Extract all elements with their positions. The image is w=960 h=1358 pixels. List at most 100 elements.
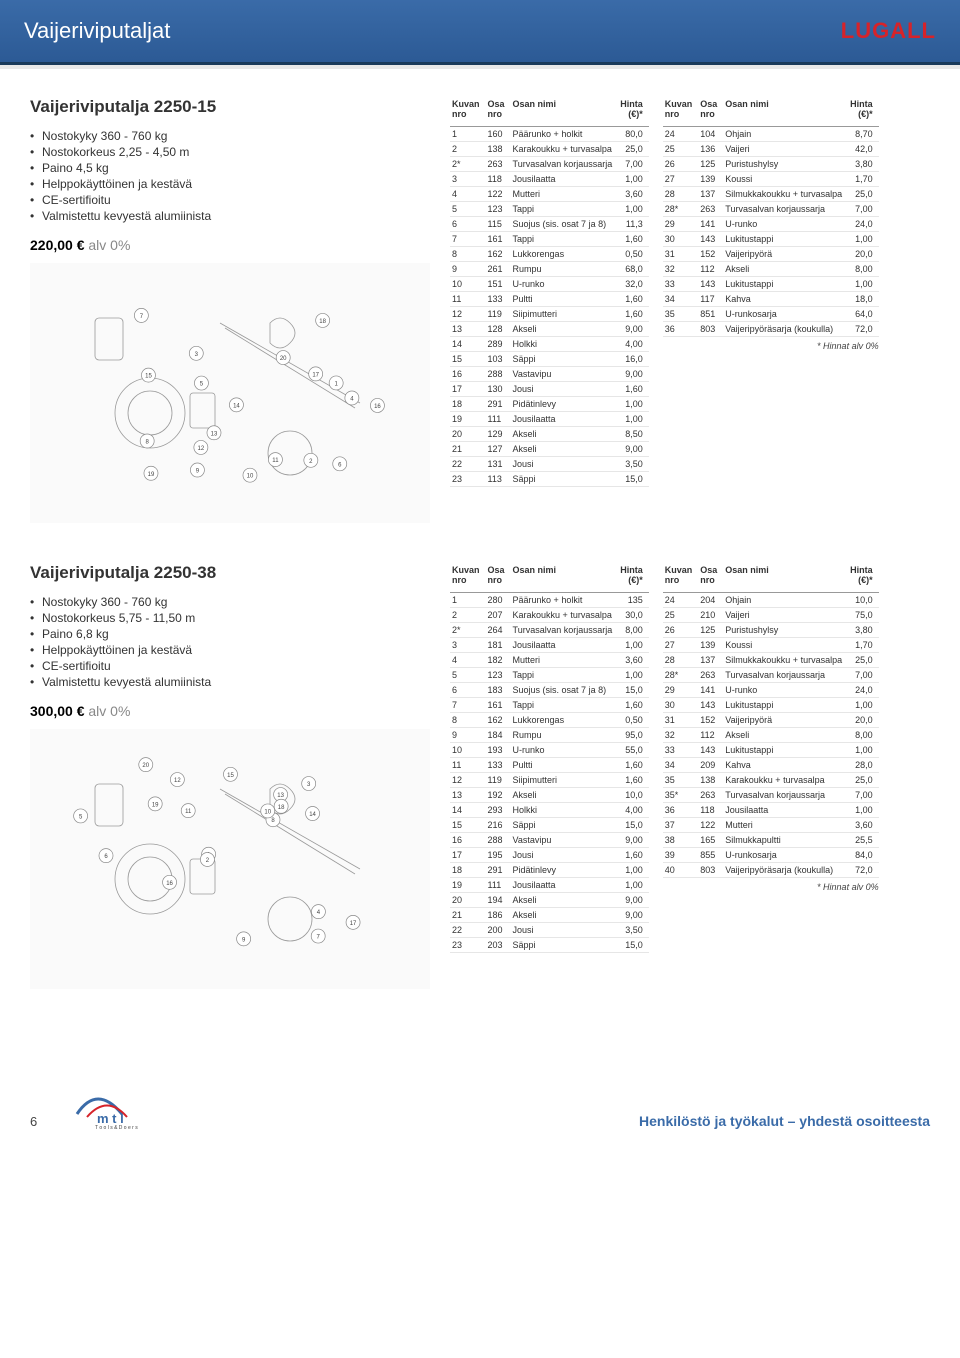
svg-text:11: 11 [185,809,192,815]
cell-partname: Koussi [723,171,848,186]
table-row: 16 288 Vastavipu 9,00 [450,366,649,381]
cell-price: 1,00 [848,802,879,817]
cell-price: 28,0 [848,757,879,772]
cell-price: 25,0 [848,186,879,201]
cell-price: 42,0 [848,141,879,156]
col-imgno: Kuvannro [663,97,699,126]
svg-text:18: 18 [319,319,326,325]
exploded-diagram: 1234567891011121314151617181920 [30,729,430,989]
cell-price: 1,60 [618,697,649,712]
spec-item: CE-sertifioitu [30,193,430,207]
cell-price: 15,0 [618,937,649,952]
table-row: 15 216 Säppi 15,0 [450,817,649,832]
cell-imgno: 4 [450,186,486,201]
cell-partname: Siipimutteri [511,306,619,321]
cell-partname: Akseli [511,907,619,922]
table-row: 32 112 Akseli 8,00 [663,727,879,742]
col-price: Hinta(€)* [848,97,879,126]
cell-price: 9,00 [618,321,649,336]
cell-partno: 138 [698,772,723,787]
cell-price: 32,0 [618,276,649,291]
cell-partno: 165 [698,832,723,847]
cell-imgno: 2* [450,622,486,637]
cell-partname: Akseli [511,426,619,441]
cell-partno: 129 [486,426,511,441]
table-row: 25 210 Vaijeri 75,0 [663,607,879,622]
cell-price: 3,50 [618,922,649,937]
cell-price: 1,00 [848,742,879,757]
product-block: Vaijeriviputalja 2250-15 Nostokyky 360 -… [30,97,930,523]
table-row: 1 160 Päärunko + holkit 80,0 [450,126,649,141]
table-row: 7 161 Tappi 1,60 [450,697,649,712]
product-left-col: Vaijeriviputalja 2250-15 Nostokyky 360 -… [30,97,430,523]
svg-text:m t l: m t l [97,1111,124,1126]
table-row: 28* 263 Turvasalvan korjaussarja 7,00 [663,667,879,682]
cell-partname: Siipimutteri [511,772,619,787]
cell-partno: 263 [698,201,723,216]
cell-partname: Akseli [511,892,619,907]
cell-price: 11,3 [618,216,649,231]
cell-partname: Vaijeri [723,607,848,622]
cell-price: 1,60 [618,381,649,396]
footer-logo: m t l T o o l s & D o e r s [67,1079,177,1129]
table-row: 36 118 Jousilaatta 1,00 [663,802,879,817]
table-row: 20 129 Akseli 8,50 [450,426,649,441]
table-row: 2 207 Karakoukku + turvasalpa 30,0 [450,607,649,622]
cell-imgno: 10 [450,742,486,757]
cell-price: 3,60 [618,652,649,667]
cell-imgno: 17 [450,847,486,862]
cell-imgno: 35* [663,787,699,802]
cell-partname: Tappi [511,667,619,682]
cell-imgno: 23 [450,471,486,486]
cell-partno: 207 [486,607,511,622]
col-partno: Osanro [486,97,511,126]
cell-partno: 200 [486,922,511,937]
cell-price: 72,0 [848,862,879,877]
cell-imgno: 12 [450,772,486,787]
table-row: 28* 263 Turvasalvan korjaussarja 7,00 [663,201,879,216]
cell-imgno: 34 [663,291,699,306]
cell-imgno: 20 [450,892,486,907]
cell-partno: 139 [698,637,723,652]
cell-partno: 143 [698,742,723,757]
cell-partno: 263 [486,156,511,171]
table-row: 27 139 Koussi 1,70 [663,171,879,186]
spec-item: Nostokorkeus 5,75 - 11,50 m [30,611,430,625]
cell-imgno: 30 [663,231,699,246]
cell-partname: Jousilaatta [723,802,848,817]
svg-text:11: 11 [272,458,279,464]
cell-partno: 123 [486,667,511,682]
cell-price: 9,00 [618,832,649,847]
svg-text:14: 14 [309,812,316,818]
cell-price: 25,5 [848,832,879,847]
table-row: 9 184 Rumpu 95,0 [450,727,649,742]
cell-partname: U-runkosarja [723,847,848,862]
cell-price: 25,0 [618,141,649,156]
table-row: 33 143 Lukitustappi 1,00 [663,742,879,757]
cell-partno: 143 [698,231,723,246]
parts-table: Kuvannro Osanro Osan nimi Hinta(€)* 1 16… [450,97,649,487]
cell-partname: Akseli [723,727,848,742]
cell-partno: 130 [486,381,511,396]
cell-price: 68,0 [618,261,649,276]
cell-imgno: 40 [663,862,699,877]
cell-price: 7,00 [848,201,879,216]
cell-price: 75,0 [848,607,879,622]
cell-imgno: 22 [450,922,486,937]
cell-price: 1,70 [848,637,879,652]
cell-imgno: 2* [450,156,486,171]
cell-imgno: 13 [450,321,486,336]
cell-partno: 127 [486,441,511,456]
cell-partname: Mutteri [511,652,619,667]
page-body: Vaijeriviputalja 2250-15 Nostokyky 360 -… [0,73,960,1039]
cell-imgno: 22 [450,456,486,471]
cell-partname: Lukitustappi [723,697,848,712]
svg-text:13: 13 [211,431,218,437]
table-row: 10 193 U-runko 55,0 [450,742,649,757]
page-title: Vaijeriviputaljat [24,18,170,44]
table-row: 24 204 Ohjain 10,0 [663,592,879,607]
cell-partname: Holkki [511,802,619,817]
cell-partno: 139 [698,171,723,186]
table-row: 18 291 Pidätinlevy 1,00 [450,396,649,411]
cell-price: 8,00 [618,622,649,637]
